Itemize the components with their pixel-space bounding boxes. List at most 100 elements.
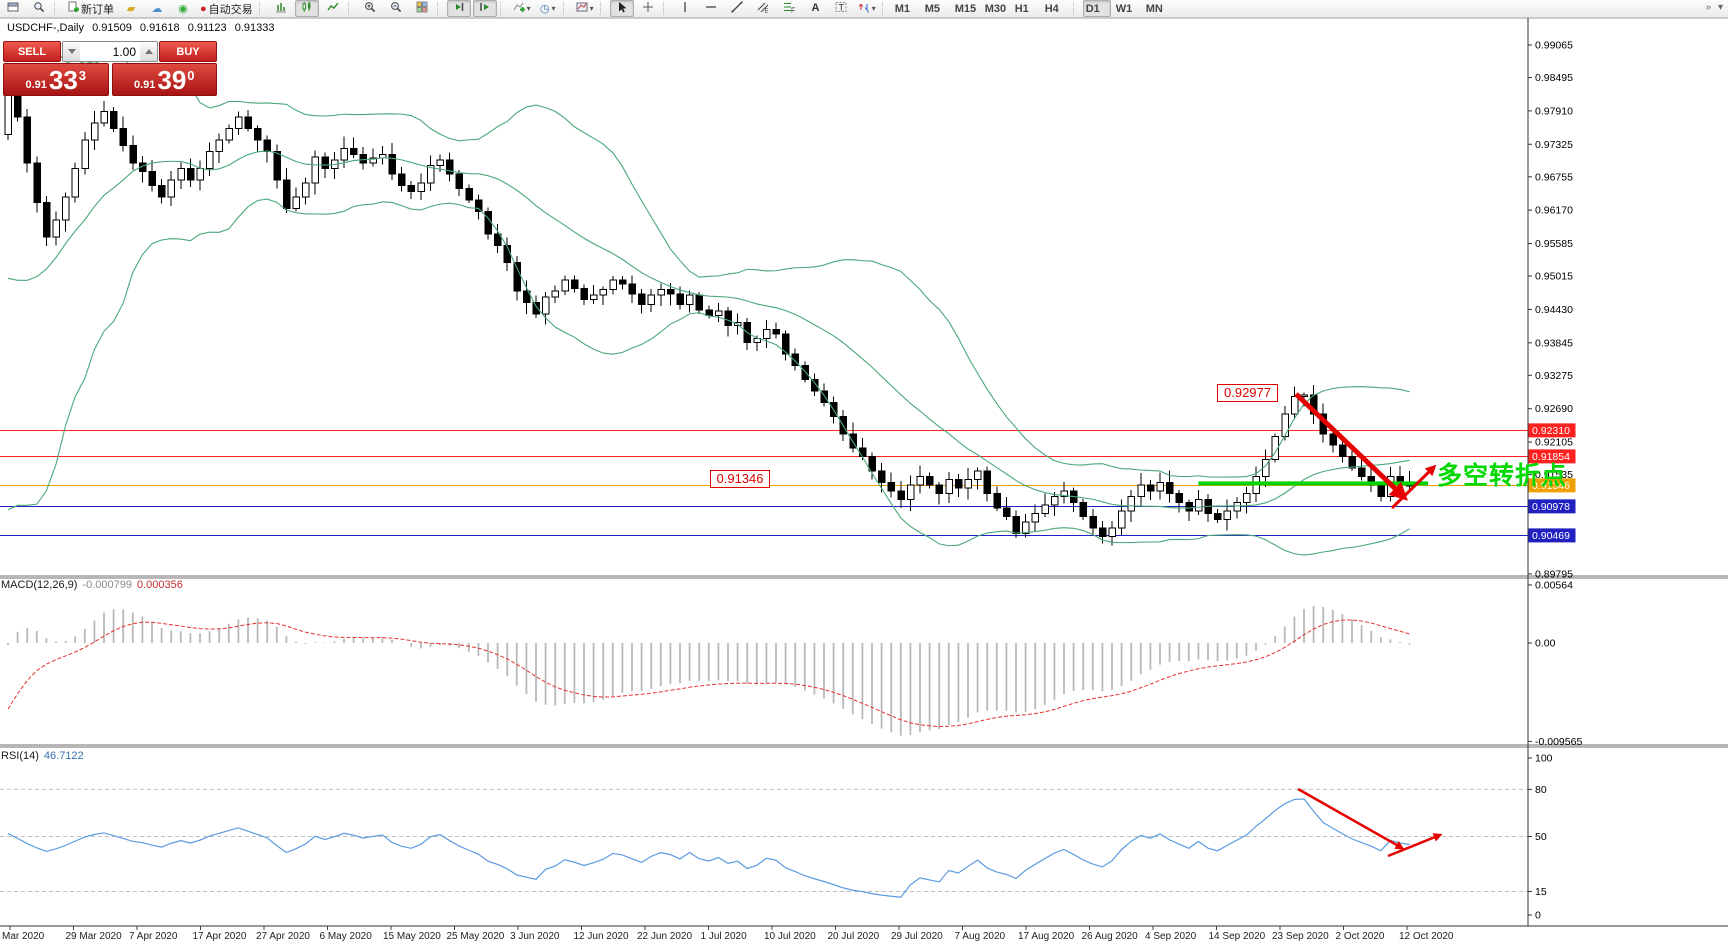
dropdown-caret-icon: ▾ — [551, 3, 556, 13]
svg-text:0.99065: 0.99065 — [1535, 40, 1573, 52]
toolbar-separator — [1072, 2, 1080, 15]
label-icon[interactable]: T — [829, 0, 853, 17]
fibonacci-icon[interactable]: F — [777, 0, 801, 17]
timeframe-d1-label: D1 — [1085, 2, 1100, 15]
volume-decrease-button[interactable] — [63, 42, 80, 61]
timeframe-m1-label: M1 — [894, 2, 910, 15]
text-icon: A — [809, 1, 821, 16]
timeframe-mn-label: MN — [1145, 2, 1163, 15]
arrows-icon[interactable]: ▾ — [855, 0, 879, 17]
horizontal-line-icon[interactable] — [699, 0, 723, 17]
svg-text:0.89795: 0.89795 — [1535, 568, 1573, 580]
line-chart-icon[interactable] — [321, 0, 345, 17]
toolbar-separator — [662, 2, 670, 15]
svg-text:0: 0 — [1535, 910, 1541, 922]
auto-scroll-icon[interactable] — [446, 0, 471, 17]
timeframe-h4-label: H4 — [1044, 2, 1059, 15]
sell-button[interactable]: SELL — [3, 41, 61, 62]
svg-text:0.92310: 0.92310 — [1532, 425, 1570, 437]
chart-window-icon[interactable] — [1, 0, 25, 17]
zoom-out-icon[interactable] — [384, 0, 408, 17]
volume-input[interactable] — [80, 42, 140, 61]
timeframe-m15[interactable]: M15 — [952, 0, 980, 17]
svg-text:0.93275: 0.93275 — [1535, 370, 1573, 382]
svg-text:12 Jun 2020: 12 Jun 2020 — [574, 931, 629, 942]
autotrading-button[interactable]: ● 自动交易 — [197, 0, 256, 17]
svg-text:25 May 2020: 25 May 2020 — [447, 931, 505, 942]
svg-text:0.95015: 0.95015 — [1535, 271, 1573, 283]
volume-stepper — [62, 41, 158, 62]
timeframe-m30-label: M30 — [984, 2, 1007, 15]
annotation-arrows[interactable] — [1294, 392, 1443, 858]
bollinger-bands — [7, 46, 1410, 556]
svg-text:0.95585: 0.95585 — [1535, 238, 1573, 250]
tile-windows-icon[interactable] — [410, 0, 434, 17]
timeframe-m1[interactable]: M1 — [892, 0, 920, 17]
periods-icon[interactable]: ◷ ▾ — [536, 0, 560, 17]
timeframe-m30[interactable]: M30 — [982, 0, 1010, 17]
price-axis[interactable]: 0.99065 0.98495 0.97910 0.97325 0.96755 0.961… — [1528, 40, 1582, 922]
timeframe-h4[interactable]: H4 — [1042, 0, 1070, 17]
text-icon[interactable]: A — [803, 0, 827, 17]
cloud-sync-icon: ☁ — [151, 2, 163, 15]
timeframe-mn[interactable]: MN — [1143, 0, 1171, 17]
rsi-indicator-label: RSI(14) 46.7122 — [1, 750, 84, 762]
main-toolbar: 新订单 ▰ ☁ ◉ ● 自动交易 ▾ ◷ ▾ ▾ E F A T ▾ M1 M5 M15 M30 H1 H4 D1 W1 MN — [0, 0, 1728, 18]
svg-text:1 Jul 2020: 1 Jul 2020 — [701, 931, 748, 942]
svg-text:12 Oct 2020: 12 Oct 2020 — [1399, 931, 1454, 942]
dropdown-caret-icon: ▾ — [589, 3, 594, 13]
new-order-button-label: 新订单 — [81, 3, 114, 16]
horizontal-line-icon — [705, 1, 717, 16]
volume-increase-button[interactable] — [140, 42, 157, 61]
bid-price-button[interactable]: 0.91 33 3 — [3, 63, 109, 96]
channel-icon[interactable]: E — [751, 0, 775, 17]
cloud-sync-icon[interactable]: ☁ — [145, 0, 169, 17]
trendline-icon[interactable] — [725, 0, 749, 17]
bar-chart-icon[interactable] — [269, 0, 293, 17]
timeframe-w1[interactable]: W1 — [1113, 0, 1141, 17]
new-order-button[interactable]: 新订单 — [64, 0, 117, 17]
panel-separators[interactable] — [0, 17, 1728, 927]
svg-text:0.98495: 0.98495 — [1535, 72, 1573, 84]
cursor-icon[interactable] — [609, 0, 634, 17]
rsi-name: RSI(14) — [1, 750, 39, 762]
chart-shift-icon[interactable] — [472, 0, 497, 17]
svg-text:50: 50 — [1535, 831, 1547, 843]
timeframe-d1[interactable]: D1 — [1082, 0, 1111, 17]
templates-icon[interactable]: ▾ — [573, 0, 597, 17]
crosshair-icon[interactable] — [636, 0, 660, 17]
toolbar-overflow-icon[interactable]: » ▾ — [1705, 2, 1725, 13]
market-watch-icon[interactable] — [27, 0, 51, 17]
ohlc-open: 0.91509 — [92, 22, 132, 34]
timeframe-h1[interactable]: H1 — [1012, 0, 1040, 17]
fibonacci-icon: F — [783, 1, 795, 16]
turning-point-annotation[interactable]: 多空转折点 — [1437, 462, 1568, 490]
timeframe-m5[interactable]: M5 — [922, 0, 950, 17]
toolbar-separator — [436, 2, 444, 15]
svg-text:100: 100 — [1535, 753, 1553, 765]
zoom-in-icon[interactable] — [358, 0, 382, 17]
peak-price-annotation[interactable]: 0.92977 — [1217, 384, 1278, 402]
candlestick-chart-icon[interactable] — [294, 0, 319, 17]
indicators-icon — [513, 1, 525, 16]
chart-window-icon — [7, 1, 19, 16]
ask-price-button[interactable]: 0.91 39 0 — [111, 63, 217, 96]
vertical-line-icon — [679, 1, 691, 16]
svg-text:15 May 2020: 15 May 2020 — [383, 931, 441, 942]
support-price-annotation[interactable]: 0.91346 — [710, 470, 770, 488]
dropdown-caret-icon: ▾ — [526, 3, 531, 13]
ask-prefix: 0.91 — [133, 78, 156, 91]
signals-icon[interactable]: ◉ — [171, 0, 195, 17]
vertical-line-icon[interactable] — [673, 0, 697, 17]
indicators-icon[interactable]: ▾ — [510, 0, 534, 17]
svg-text:0.97325: 0.97325 — [1535, 139, 1573, 151]
market-watch-icon — [33, 1, 45, 16]
gold-icon[interactable]: ▰ — [119, 0, 143, 17]
toolbar-separator — [258, 2, 266, 15]
label-icon: T — [835, 1, 847, 16]
date-axis[interactable]: Mar 2020 29 Mar 2020 7 Apr 2020 17 Apr 2020… — [2, 926, 1454, 942]
buy-button[interactable]: BUY — [159, 41, 217, 62]
